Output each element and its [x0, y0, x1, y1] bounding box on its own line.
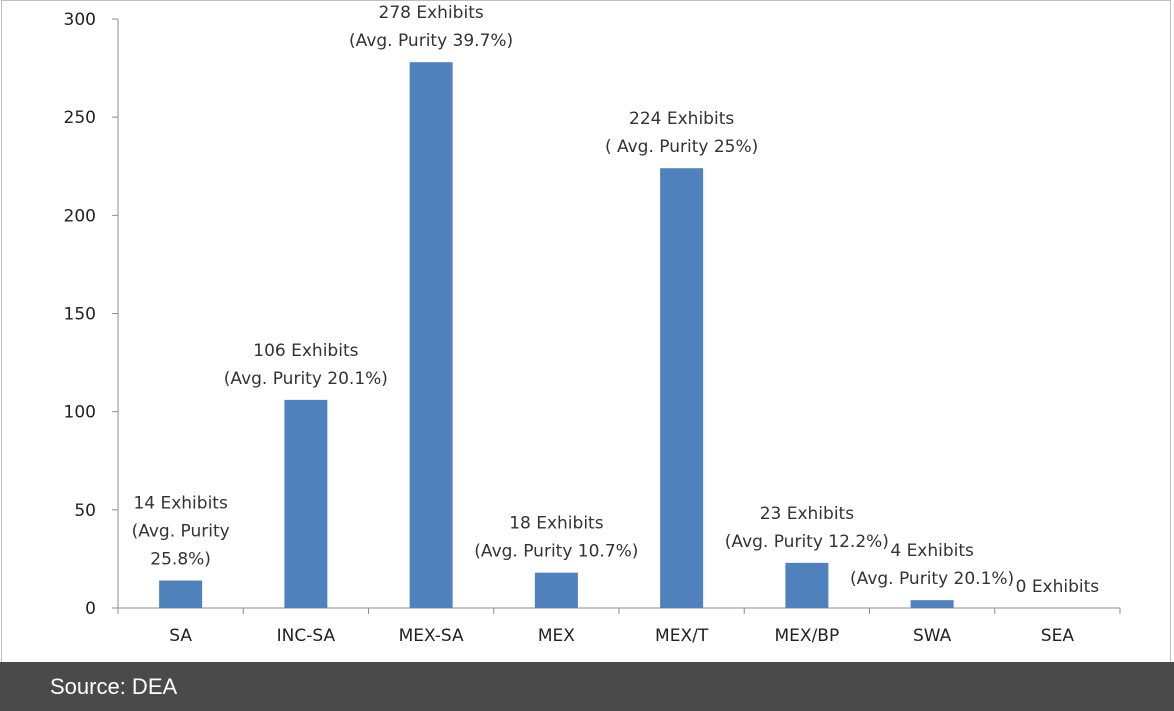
bar [534, 572, 578, 608]
data-label-line: 18 Exhibits [509, 514, 604, 534]
x-tick-label: MEX/T [655, 626, 709, 646]
bars [159, 62, 954, 609]
data-label-line: 25.8%) [150, 550, 211, 570]
bar [409, 62, 453, 608]
data-label-line: 224 Exhibits [629, 109, 734, 129]
data-label-line: (Avg. Purity 12.2%) [725, 532, 889, 552]
x-tick-label: MEX [538, 626, 575, 646]
data-label-line: 278 Exhibits [379, 3, 484, 23]
data-label-line: 4 Exhibits [890, 541, 974, 561]
x-tick-label: MEX/BP [775, 626, 840, 646]
x-tick-label: MEX-SA [399, 626, 464, 646]
bar [785, 562, 829, 608]
bar [284, 399, 328, 608]
y-tick-label: 200 [64, 206, 96, 226]
data-label-line: (Avg. Purity 10.7%) [474, 542, 638, 562]
data-label-line: (Avg. Purity [132, 522, 230, 542]
data-label: 23 Exhibits (Avg. Purity 12.2%) [725, 504, 889, 552]
data-label: 106 Exhibits (Avg. Purity 20.1%) [224, 341, 388, 389]
data-label: 224 Exhibits ( Avg. Purity 25%) [605, 109, 758, 157]
y-tick-label: 250 [64, 108, 96, 128]
bar-chart: 0 50 100 150 200 250 300 SA INC-SA MEX-SA MEX MEX/… [64, 3, 1121, 646]
x-tick-label: SWA [913, 626, 952, 646]
bar [159, 580, 203, 608]
data-label-line: (Avg. Purity 20.1%) [850, 569, 1014, 589]
y-tick-label: 0 [85, 599, 96, 619]
y-tick-label: 300 [64, 10, 96, 30]
data-label-line: 0 Exhibits [1016, 577, 1100, 597]
y-tick-label: 100 [64, 403, 96, 423]
data-label: 0 Exhibits [1016, 577, 1100, 597]
chart-frame [1, 0, 1171, 662]
data-label-line: (Avg. Purity 20.1%) [224, 369, 388, 389]
y-tick-label: 150 [64, 305, 96, 325]
source-footer: Source: DEA [0, 662, 1174, 711]
y-axis: 0 50 100 150 200 250 300 [64, 10, 119, 619]
source-text: Source: DEA [50, 674, 178, 699]
data-label: 14 Exhibits (Avg. Purity 25.8%) [132, 494, 230, 570]
bar [910, 600, 954, 608]
bar-annotations: 14 Exhibits (Avg. Purity 25.8%) 106 Exhibit… [132, 3, 1100, 597]
x-tick-label: SA [169, 626, 192, 646]
data-label-line: (Avg. Purity 39.7%) [349, 31, 513, 51]
x-tick-label: INC-SA [277, 626, 336, 646]
data-label-line: 23 Exhibits [760, 504, 855, 524]
x-tick-label: SEA [1041, 626, 1075, 646]
data-label: 4 Exhibits (Avg. Purity 20.1%) [850, 541, 1014, 589]
y-tick-label: 50 [74, 501, 96, 521]
data-label-line: 14 Exhibits [133, 494, 228, 514]
data-label: 278 Exhibits (Avg. Purity 39.7%) [349, 3, 513, 51]
data-label-line: ( Avg. Purity 25%) [605, 137, 758, 157]
data-label-line: 106 Exhibits [253, 341, 358, 361]
x-axis: SA INC-SA MEX-SA MEX MEX/T MEX/BP SWA SEA [117, 607, 1121, 646]
bar [660, 168, 704, 609]
data-label: 18 Exhibits (Avg. Purity 10.7%) [474, 514, 638, 562]
